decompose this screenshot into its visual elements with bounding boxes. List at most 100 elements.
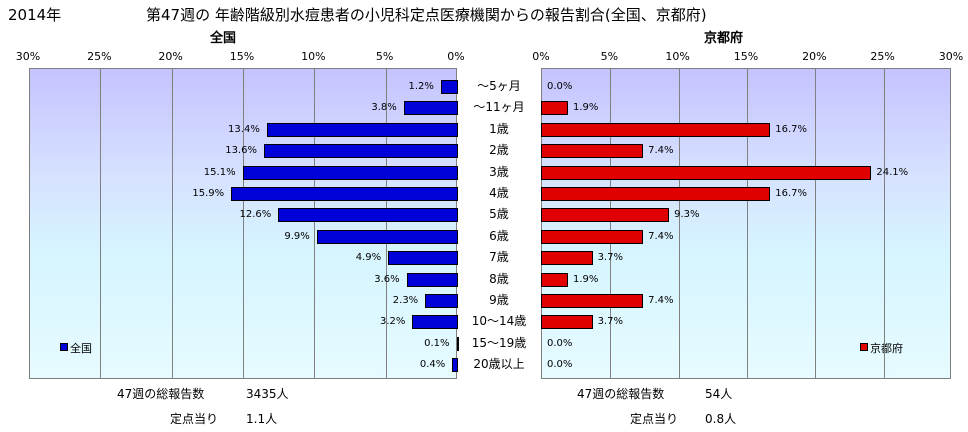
national-bar [263, 144, 458, 159]
national-per-sentinel-value: 1.1人 [246, 412, 278, 426]
national-data-label: 12.6% [239, 209, 272, 221]
kyoto-data-label: 9.3% [674, 209, 700, 221]
kyoto-legend-swatch [860, 343, 868, 351]
national-legend: 全国 [60, 343, 92, 355]
national-plot-area: 全国 1.2% 3.8% 13.4% 13.6% 15.1% 15.9% 12.6% 9.9%… [29, 68, 459, 379]
national-gridline [314, 69, 316, 378]
kyoto-total-label: 47週の総報告数 [577, 387, 665, 401]
age-category-label: 1歳 [489, 121, 509, 136]
national-x-tick: 0% [447, 50, 465, 63]
national-x-tick: 20% [158, 50, 183, 63]
kyoto-x-tick: 20% [802, 50, 827, 63]
kyoto-data-label: 3.7% [597, 316, 623, 328]
kyoto-bar [541, 165, 872, 180]
chart-title: 第47週の 年齢階級別水痘患者の小児科定点医療機関からの報告割合(全国、京都府) [146, 6, 707, 24]
age-category-label: 〜11ヶ月 [473, 100, 525, 115]
kyoto-bar [541, 122, 771, 137]
kyoto-bar [541, 229, 644, 244]
kyoto-x-tick: 15% [733, 50, 759, 63]
age-category-label: 〜5ヶ月 [477, 79, 521, 93]
age-category-label: 9歳 [489, 293, 509, 307]
kyoto-x-tick: 25% [870, 50, 895, 63]
age-category-label: 8歳 [489, 271, 509, 286]
kyoto-data-label: 7.4% [648, 145, 674, 157]
national-data-label: 2.3% [392, 295, 419, 306]
national-x-tick: 10% [301, 50, 326, 63]
national-x-tick: 5% [375, 50, 394, 63]
national-bar [456, 336, 459, 351]
age-category-label: 20歳以上 [473, 357, 525, 372]
kyoto-data-label: 7.4% [648, 295, 674, 306]
kyoto-bar [541, 251, 593, 266]
kyoto-gridline [678, 69, 680, 378]
national-data-label: 1.2% [408, 81, 434, 92]
kyoto-data-label: 0.0% [547, 359, 573, 371]
national-gridline [100, 69, 102, 378]
kyoto-data-label: 0.0% [547, 337, 573, 349]
national-data-label: 3.2% [379, 316, 406, 328]
kyoto-legend: 京都府 [860, 343, 903, 355]
national-bar [403, 101, 458, 116]
kyoto-gridline [883, 69, 885, 378]
kyoto-bar [541, 101, 568, 116]
kyoto-bar [541, 187, 771, 201]
kyoto-gridline [610, 69, 612, 378]
kyoto-total-value: 54人 [705, 387, 733, 401]
age-category-label: 10〜14歳 [471, 314, 527, 329]
kyoto-data-label: 0.0% [547, 81, 573, 92]
kyoto-data-label: 16.7% [775, 188, 807, 199]
age-category-label: 7歳 [489, 250, 509, 265]
national-data-label: 4.9% [355, 252, 382, 264]
age-category-label: 3歳 [489, 164, 509, 179]
national-panel-title: 全国 [210, 31, 237, 46]
national-bar [406, 272, 458, 287]
national-bar [452, 358, 458, 373]
kyoto-data-label: 16.7% [775, 123, 807, 135]
national-total-label: 47週の総報告数 [117, 387, 205, 401]
national-data-label: 3.8% [371, 102, 397, 114]
national-total-value: 3435人 [246, 387, 289, 401]
year-label: 2014年 [8, 6, 62, 24]
kyoto-gridline [815, 69, 817, 378]
kyoto-x-tick: 30% [938, 50, 964, 63]
kyoto-panel-title: 京都府 [704, 31, 744, 46]
national-legend-swatch [60, 343, 68, 351]
kyoto-x-tick: 0% [532, 50, 550, 63]
kyoto-x-tick: 5% [600, 50, 619, 63]
national-data-label: 15.1% [203, 166, 236, 178]
national-x-tick: 30% [15, 50, 41, 63]
national-bar [425, 294, 458, 308]
national-bar [231, 187, 458, 201]
kyoto-data-label: 1.9% [572, 102, 599, 114]
national-bar [278, 208, 458, 223]
page-title: 2014年 第47週の 年齢階級別水痘患者の小児科定点医療機関からの報告割合(全国… [8, 4, 707, 25]
national-gridline [385, 69, 387, 378]
national-data-label: 13.4% [228, 123, 260, 135]
national-bar [388, 251, 458, 266]
kyoto-bar [541, 272, 568, 287]
national-bar [242, 165, 458, 180]
national-data-label: 3.6% [374, 273, 400, 285]
national-bar [412, 315, 458, 330]
kyoto-per-sentinel-value: 0.8人 [705, 412, 737, 426]
age-category-label: 4歳 [489, 186, 509, 200]
national-data-label: 0.1% [424, 337, 450, 349]
age-category-label: 6歳 [489, 228, 509, 243]
kyoto-legend-label: 京都府 [870, 342, 903, 355]
national-data-label: 0.4% [419, 359, 446, 371]
kyoto-data-label: 24.1% [876, 166, 909, 178]
age-category-label: 5歳 [489, 207, 509, 222]
kyoto-data-label: 7.4% [648, 230, 674, 242]
kyoto-data-label: 3.7% [597, 252, 623, 264]
national-legend-label: 全国 [70, 342, 92, 355]
national-gridline [243, 69, 244, 378]
kyoto-bar [541, 208, 670, 223]
age-category-label: 2歳 [489, 143, 509, 158]
national-gridline [171, 69, 173, 378]
national-data-label: 13.6% [225, 145, 257, 157]
national-x-tick: 25% [87, 50, 112, 63]
kyoto-data-label: 1.9% [572, 273, 599, 285]
national-data-label: 9.9% [284, 230, 310, 242]
kyoto-plot-area: 京都府 0.0% 1.9% 16.7% 7.4% 24.1% 16.7% 9.3% 7.4% 3… [541, 68, 951, 379]
kyoto-per-sentinel-label: 定点当り [630, 412, 679, 426]
